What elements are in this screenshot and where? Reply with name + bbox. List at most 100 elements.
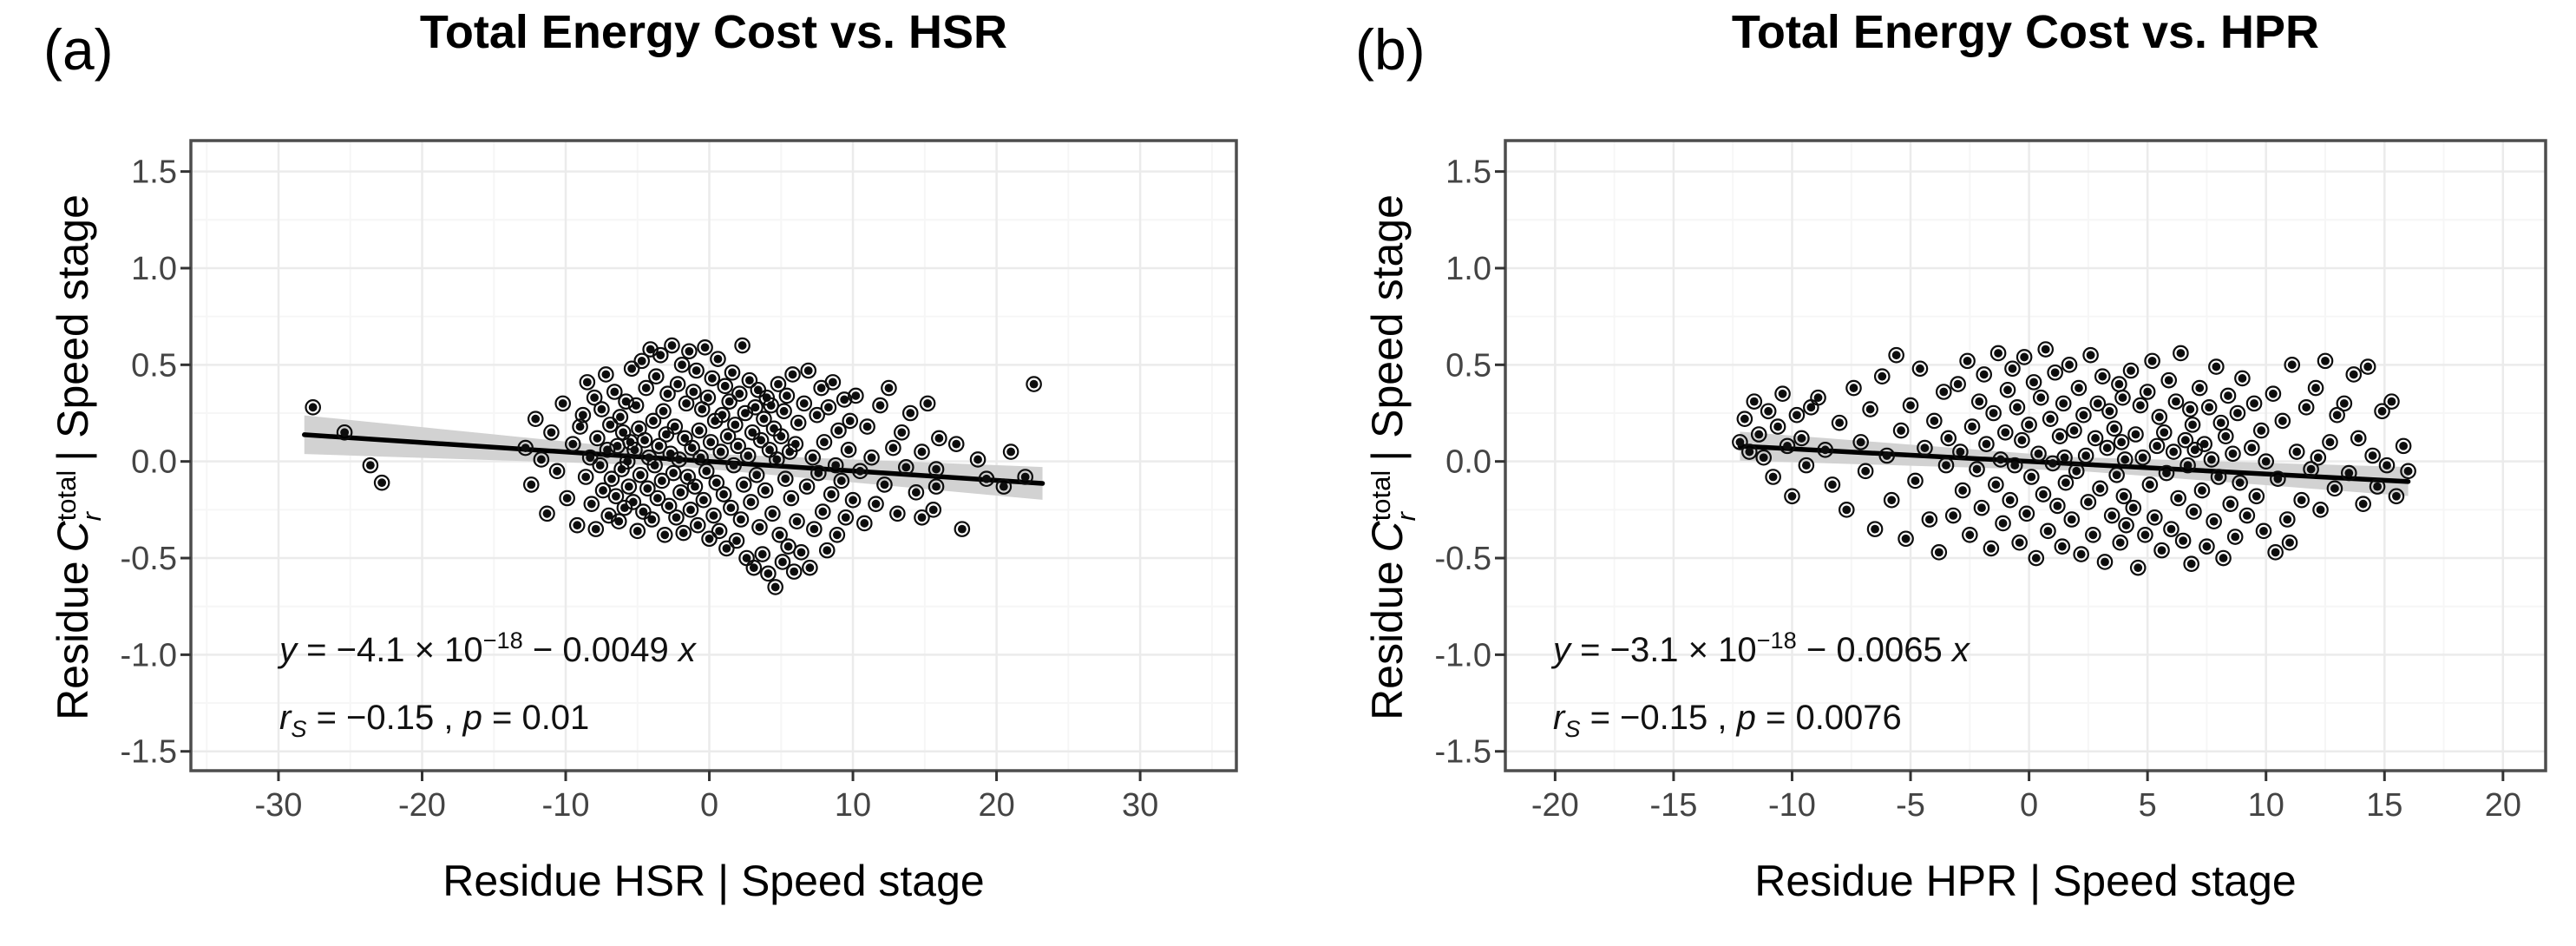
- data-point-dot: [765, 445, 774, 455]
- data-point: [881, 379, 897, 397]
- data-point-ring: [2122, 362, 2140, 379]
- data-point: [2245, 395, 2263, 412]
- data-point: [2196, 436, 2213, 452]
- data-point: [2383, 393, 2400, 410]
- data-point: [2009, 399, 2026, 416]
- data-point: [748, 466, 765, 483]
- data-point: [2077, 447, 2094, 464]
- data-point-ring: [739, 447, 757, 464]
- data-point: [777, 470, 794, 488]
- data-point: [2170, 489, 2186, 507]
- data-point: [598, 366, 614, 383]
- data-point: [527, 411, 544, 427]
- data-point-dot: [2332, 411, 2342, 420]
- data-point-ring: [2193, 482, 2211, 499]
- data-point: [1950, 376, 1966, 392]
- data-point: [1736, 411, 1753, 427]
- data-point-dot: [2358, 499, 2368, 509]
- data-point: [796, 395, 813, 412]
- data-point-ring: [1852, 434, 1869, 450]
- data-point-dot: [792, 516, 802, 526]
- data-point-ring: [1978, 436, 1995, 452]
- data-point: [2016, 349, 2033, 365]
- data-point: [625, 494, 642, 510]
- data-point-dot: [862, 422, 872, 431]
- data-point-ring: [636, 431, 653, 449]
- data-point: [798, 478, 816, 495]
- data-point-dot: [663, 389, 672, 398]
- data-point-ring: [1866, 521, 1884, 537]
- data-point-ring: [1824, 476, 1841, 493]
- data-point: [889, 505, 906, 522]
- data-point-ring: [2329, 406, 2345, 424]
- data-point-ring: [1845, 379, 1862, 397]
- data-point-ring: [925, 502, 942, 518]
- data-point-ring: [2234, 370, 2251, 387]
- data-point: [1798, 457, 1815, 474]
- data-point-ring: [804, 449, 822, 466]
- data-point-ring: [863, 449, 880, 466]
- data-point-ring: [1888, 346, 1904, 364]
- data-point-ring: [2080, 494, 2097, 510]
- data-point-ring: [2310, 449, 2327, 466]
- data-point-dot: [603, 445, 612, 455]
- annotation-part: p: [1736, 699, 1756, 737]
- data-point: [745, 559, 763, 576]
- data-point: [1970, 393, 1988, 410]
- data-point-dot: [1897, 426, 1906, 435]
- data-point: [739, 447, 757, 464]
- data-point: [1862, 401, 1878, 417]
- data-point-dot: [542, 509, 552, 518]
- data-point: [711, 522, 728, 540]
- data-point-ring: [2087, 430, 2104, 447]
- data-point: [2085, 527, 2101, 543]
- data-point-ring: [543, 424, 560, 441]
- data-point: [606, 384, 623, 400]
- data-point-dot: [2172, 397, 2180, 406]
- data-point-dot: [1787, 491, 1797, 501]
- data-point-ring: [2153, 542, 2170, 559]
- data-point-dot: [2257, 426, 2266, 435]
- data-point-ring: [1935, 384, 1952, 400]
- y-title-superscript: total: [50, 470, 82, 522]
- data-point-dot: [810, 524, 819, 534]
- data-point: [2179, 457, 2196, 474]
- data-point-dot: [718, 411, 727, 420]
- data-point: [2222, 496, 2239, 512]
- data-point: [572, 418, 588, 435]
- data-point: [533, 451, 550, 468]
- data-point-dot: [1998, 519, 2008, 528]
- data-point-ring: [675, 524, 692, 542]
- data-point: [995, 478, 1013, 495]
- data-point-ring: [798, 478, 816, 495]
- data-point: [2234, 370, 2251, 387]
- data-point: [2028, 549, 2045, 567]
- data-point: [2215, 549, 2232, 567]
- data-point-dot: [2162, 469, 2171, 477]
- data-point: [2199, 538, 2215, 555]
- regression-line: [302, 432, 1045, 486]
- data-point: [776, 403, 792, 420]
- minor-gridlines: [1505, 141, 2546, 771]
- data-point-ring: [692, 449, 709, 466]
- data-point-ring: [760, 565, 777, 582]
- data-point-ring: [1746, 393, 1763, 410]
- data-point-dot: [2271, 548, 2280, 557]
- data-point: [669, 376, 686, 392]
- data-point: [2080, 494, 2097, 510]
- panel-border: [1504, 139, 2547, 772]
- data-point-ring: [2160, 371, 2178, 389]
- data-point-dot: [610, 387, 619, 397]
- data-point: [1963, 418, 1981, 435]
- data-point-dot: [377, 478, 387, 488]
- data-point-ring: [780, 538, 796, 555]
- data-point-dot: [1861, 466, 1871, 476]
- data-point: [659, 385, 676, 403]
- data-point-ring: [885, 439, 901, 457]
- data-point-dot: [1920, 443, 1930, 452]
- data-point-dot: [2022, 509, 2031, 518]
- data-point-ring: [653, 472, 671, 489]
- data-point: [2055, 395, 2072, 412]
- data-point-dot: [1793, 411, 1801, 420]
- data-point-dot: [2306, 464, 2316, 474]
